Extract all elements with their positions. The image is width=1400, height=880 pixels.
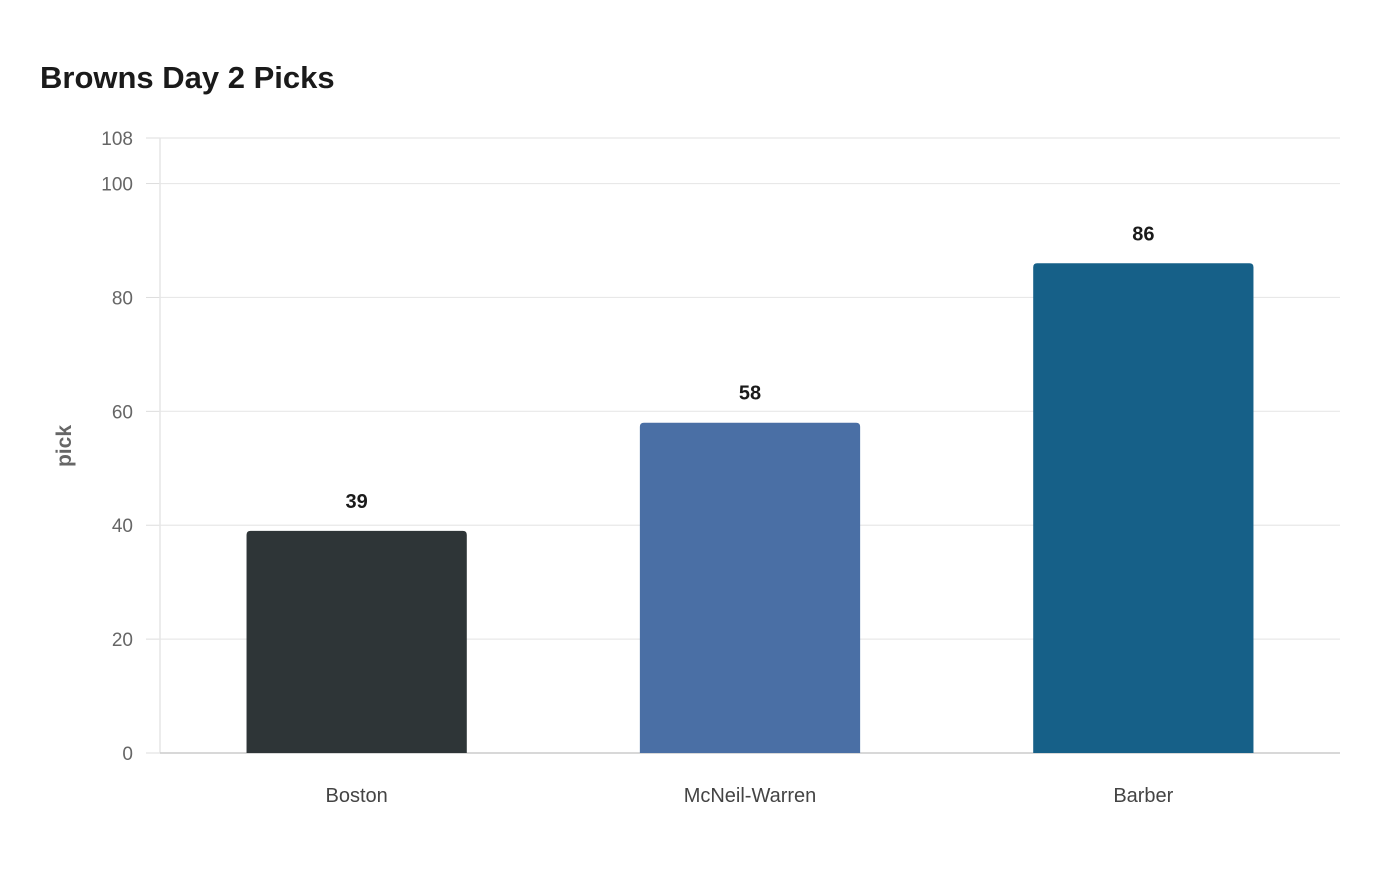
bars — [246, 263, 1254, 753]
y-tick-label: 80 — [112, 288, 133, 309]
x-tick-labels: Boston McNeil-Warren Barber — [326, 785, 1174, 807]
x-tick-label: McNeil-Warren — [684, 785, 817, 807]
chart-title: Browns Day 2 Picks — [40, 60, 335, 95]
value-label: 86 — [1132, 223, 1154, 245]
y-tick-label: 60 — [112, 402, 133, 423]
value-label: 58 — [739, 383, 761, 405]
bar-mcneil-warren[interactable] — [639, 422, 861, 753]
y-tick-label: 20 — [112, 630, 133, 651]
y-tick-label: 108 — [101, 129, 133, 150]
y-tick-label: 100 — [101, 175, 133, 196]
bar-barber[interactable] — [1033, 263, 1254, 753]
bar-boston[interactable] — [246, 530, 467, 753]
y-tick-label: 0 — [122, 744, 133, 765]
y-axis-title: pick — [53, 425, 76, 467]
y-tick-label: 40 — [112, 516, 133, 537]
value-label: 39 — [346, 491, 368, 513]
y-tick-labels: 0 20 40 60 80 100 108 — [101, 129, 133, 765]
value-labels: 39 58 86 — [346, 223, 1155, 513]
x-tick-label: Boston — [326, 785, 388, 807]
x-tick-label: Barber — [1113, 785, 1173, 807]
